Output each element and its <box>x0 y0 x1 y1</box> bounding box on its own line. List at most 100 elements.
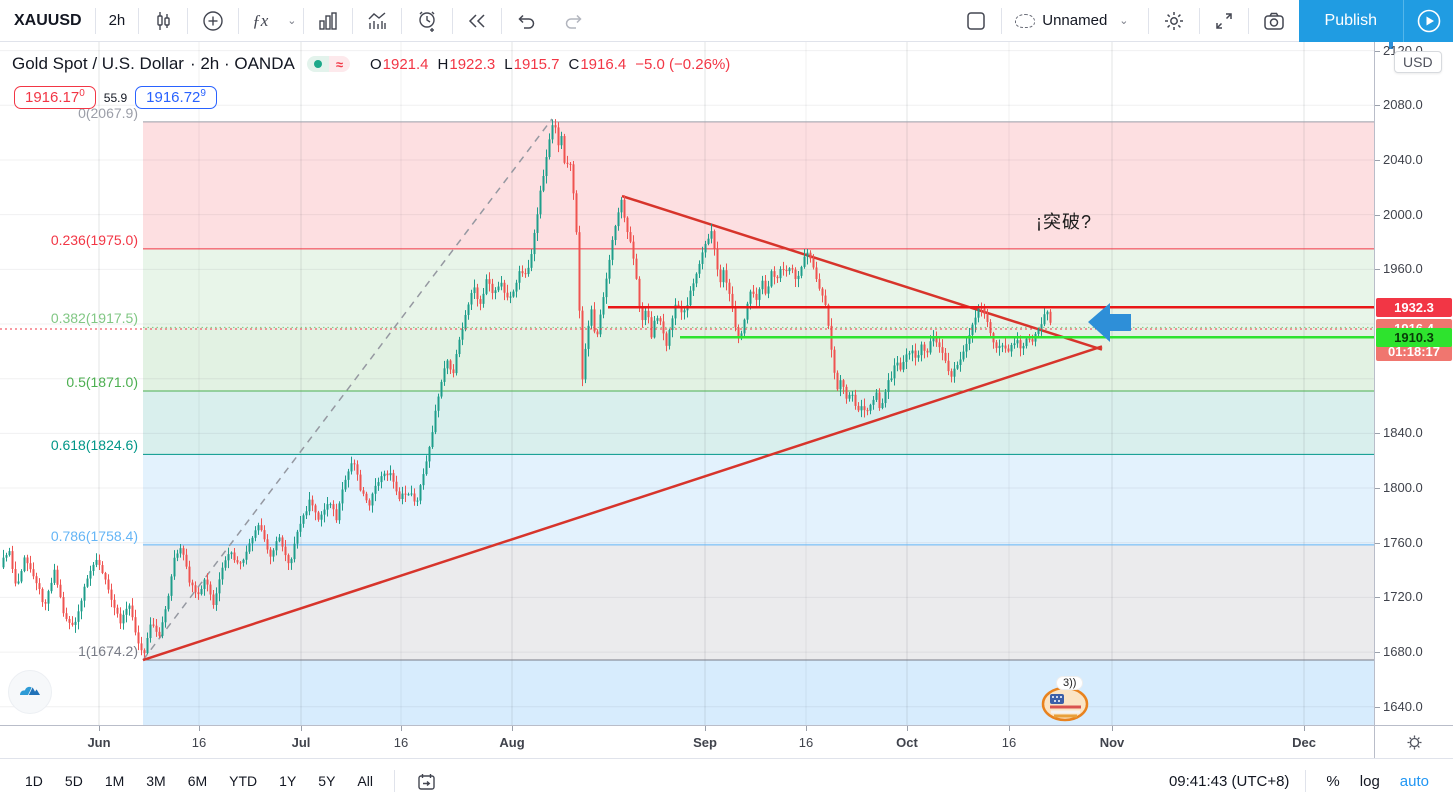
clock-timezone-button[interactable]: 09:41:43 (UTC+8) <box>1168 772 1290 790</box>
auto-scale-toggle[interactable]: auto <box>1399 772 1429 790</box>
symbol-search-button[interactable]: XAUUSD <box>14 11 82 29</box>
fib-band <box>143 391 1374 455</box>
range-1y-button[interactable]: 1Y <box>279 773 297 789</box>
divider <box>1001 7 1003 34</box>
chart-style-candles-icon[interactable] <box>139 0 187 41</box>
price-tick: 1800.0 <box>1383 480 1423 496</box>
publish-button[interactable]: Publish <box>1298 0 1403 42</box>
redo-icon[interactable] <box>550 0 598 41</box>
divider <box>94 7 96 34</box>
currency-badge[interactable]: USD <box>1394 51 1442 73</box>
range-1d-button[interactable]: 1D <box>25 773 43 789</box>
triangle-lower[interactable] <box>142 345 1103 662</box>
axis-settings-corner[interactable] <box>1374 725 1453 758</box>
price-tick: 1720.0 <box>1383 589 1423 605</box>
candle-countdown: 01:18:17 <box>1376 342 1452 362</box>
triangle-upper[interactable] <box>621 194 1103 351</box>
price-tick: 1640.0 <box>1383 698 1423 714</box>
scale-controls-group: 09:41:43 (UTC+8) % log auto <box>1169 770 1453 793</box>
market-status-pill[interactable]: ≈ <box>306 56 350 72</box>
price-tick: 1840.0 <box>1383 425 1423 441</box>
fib-band <box>143 660 1374 725</box>
time-tick-16: 16 <box>191 735 207 750</box>
technicals-forecast-icon[interactable] <box>353 0 401 41</box>
alert-add-icon[interactable] <box>402 0 452 41</box>
publish-play-button[interactable] <box>1403 0 1453 42</box>
range-5y-button[interactable]: 5Y <box>318 773 336 789</box>
buy-ask-button[interactable]: 1916.729 <box>135 86 217 109</box>
divider <box>138 7 140 34</box>
sell-bid-button[interactable]: 1916.170 <box>14 86 96 109</box>
price-chart-canvas[interactable] <box>0 42 1374 725</box>
ohlc-close-label: C <box>568 55 580 73</box>
divider <box>1147 7 1149 34</box>
price-axis[interactable]: 2120.02080.02040.02000.01960.01840.01800… <box>1374 42 1453 725</box>
undo-icon[interactable] <box>502 0 550 41</box>
range-all-button[interactable]: All <box>357 773 373 789</box>
toolbar-right-group: Unnamed ⌄ <box>951 0 1453 42</box>
time-tick-Dec: Dec <box>1292 735 1316 750</box>
go-to-date-icon[interactable] <box>407 767 446 796</box>
range-5d-button[interactable]: 5D <box>64 773 83 789</box>
text-annotation[interactable]: ¡突破? <box>1036 212 1093 232</box>
price-tick: 1760.0 <box>1383 534 1423 550</box>
range-1m-button[interactable]: 1M <box>104 773 125 789</box>
fundamental-metrics-icon[interactable] <box>304 0 352 41</box>
bottom-toolbar: 1D 5D 1M 3M 6M YTD 1Y 5Y All 09:41:43 (U… <box>0 758 1453 803</box>
time-axis[interactable]: Jun 16 Jul 16 Aug Sep 16 Oct 16 Nov Dec <box>0 725 1374 758</box>
left-arrow-annotation[interactable] <box>1088 303 1131 342</box>
fullscreen-icon[interactable] <box>1200 0 1248 41</box>
time-tick-Nov: Nov <box>1099 735 1125 750</box>
compare-add-icon[interactable] <box>188 0 238 41</box>
toolbar-left-group: XAUUSD 2h ƒx ⌄ <box>0 0 598 41</box>
layout-name: Unnamed <box>1042 12 1108 29</box>
time-tick-Oct: Oct <box>896 735 918 750</box>
divider <box>302 7 304 34</box>
ohlc-high-label: H <box>437 55 449 73</box>
divider <box>1198 7 1200 34</box>
divider <box>451 7 453 34</box>
symbol-title[interactable]: Gold Spot / U.S. Dollar <box>12 54 184 73</box>
range-6m-button[interactable]: 6M <box>187 773 208 789</box>
interval-button[interactable]: 2h <box>108 12 126 29</box>
range-ytd-button[interactable]: YTD <box>229 773 258 789</box>
price-tick: 2000.0 <box>1383 206 1423 222</box>
divider <box>351 7 353 34</box>
bid-ask-row: 1916.170 55.9 1916.729 <box>14 86 217 109</box>
bar-replay-icon[interactable] <box>453 0 501 41</box>
percent-scale-toggle[interactable]: % <box>1326 772 1340 790</box>
ohlc-low-label: L <box>504 55 513 73</box>
time-tick-Jul: Jul <box>291 735 311 750</box>
market-open-dot-icon <box>313 60 322 68</box>
ohlc-close-value: 1916.4 <box>580 55 627 73</box>
chart-pane[interactable]: Gold Spot / U.S. Dollar · 2h · OANDA ≈ O… <box>0 42 1453 758</box>
tradingview-logo[interactable] <box>8 670 52 714</box>
fib-baseline-dashed[interactable] <box>142 118 553 661</box>
price-tick: 2080.0 <box>1383 97 1423 113</box>
layout-select-icon[interactable] <box>951 0 1001 41</box>
divider <box>1305 770 1307 792</box>
price-tick: 2040.0 <box>1383 151 1423 167</box>
sticker-text: 3)) <box>1056 676 1084 690</box>
chart-settings-gear-icon[interactable] <box>1149 0 1199 41</box>
fib-band <box>143 121 1374 249</box>
ohlc-open-label: O <box>369 55 382 73</box>
indicators-button[interactable]: ƒx <box>252 10 269 30</box>
date-range-group: 1D 5D 1M 3M 6M YTD 1Y 5Y All <box>0 767 446 796</box>
snapshot-camera-icon[interactable] <box>1249 0 1299 41</box>
ohlc-low-value: 1915.7 <box>513 55 560 73</box>
divider <box>500 7 502 34</box>
range-3m-button[interactable]: 3M <box>146 773 166 789</box>
divider <box>400 7 402 34</box>
divider <box>238 7 240 34</box>
log-scale-toggle[interactable]: log <box>1359 772 1380 790</box>
approx-values-icon: ≈ <box>328 56 350 72</box>
time-tick-Sep: Sep <box>693 735 717 750</box>
indicator-templates-chevron-icon[interactable]: ⌄ <box>287 15 297 27</box>
price-label-green-line: 1910.3 <box>1376 327 1452 347</box>
axis-marker-blue <box>1389 42 1393 49</box>
layout-cloud-menu[interactable]: Unnamed ⌄ <box>1002 0 1147 41</box>
price-tick: 1680.0 <box>1383 644 1423 660</box>
flag-sticker[interactable]: 3)) <box>1040 676 1092 727</box>
